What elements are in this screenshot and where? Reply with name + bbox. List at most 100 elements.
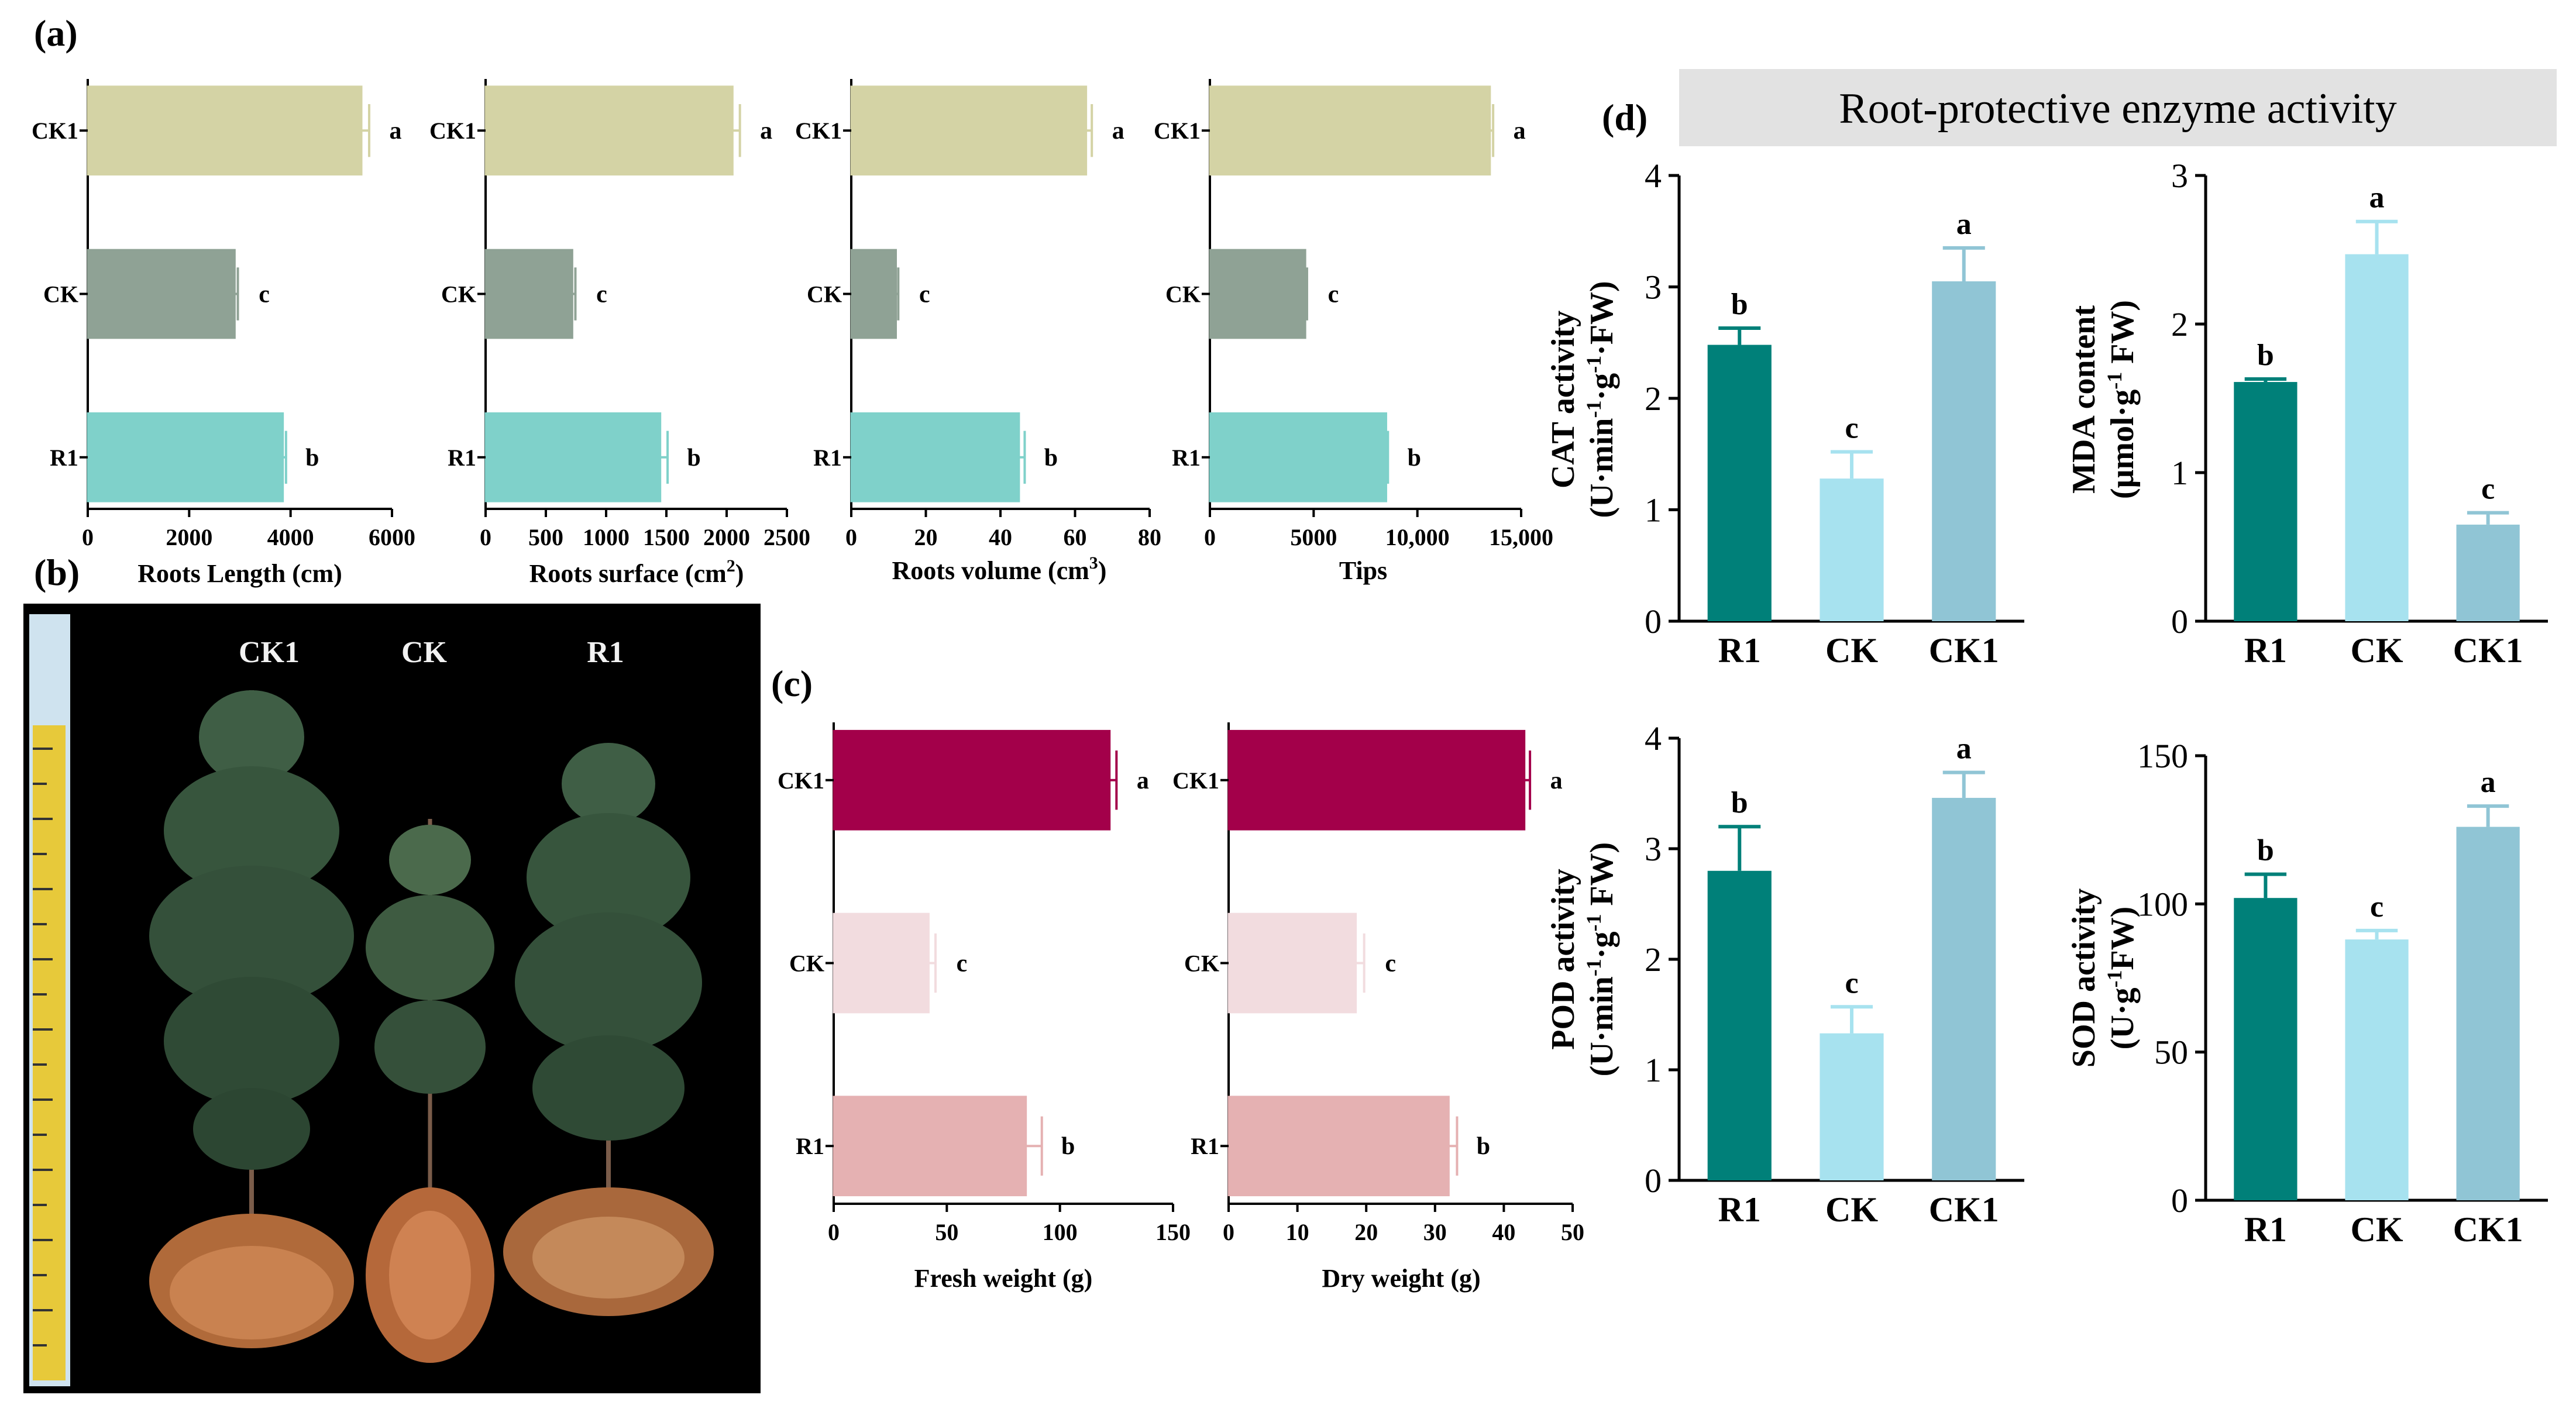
chart-fresh_weight: CK1 a CK c R1 b 0 50 100 150 Fresh weight (g) xyxy=(778,722,1191,1293)
x-tick-label: 1000 xyxy=(583,524,630,550)
y-tick-label: 50 xyxy=(2154,1034,2188,1072)
chart-tips: CK1 a CK c R1 b 0 5000 10,000 15,000 Tips xyxy=(1154,79,1553,585)
category-label: CK1 xyxy=(2453,1210,2523,1249)
y-tick-label: 4 xyxy=(1645,157,1662,195)
significance-letter: a xyxy=(1514,118,1526,144)
photo-label-r1: R1 xyxy=(587,636,624,669)
category-label: R1 xyxy=(1718,631,1761,670)
significance-letter: c xyxy=(957,950,968,977)
significance-letter: a xyxy=(2481,766,2496,799)
category-label: CK1 xyxy=(1154,118,1201,144)
significance-letter: a xyxy=(390,118,402,144)
bar-r1 xyxy=(850,412,1020,502)
x-tick-label: 0 xyxy=(1204,524,1216,550)
x-tick-label: 30 xyxy=(1423,1219,1447,1245)
chart-dry_weight: CK1 a CK c R1 b 0 10 20 30 40 50 Dry weight (g) xyxy=(1172,722,1584,1293)
y-tick-label: 3 xyxy=(1645,830,1662,868)
bar-ck1 xyxy=(484,85,734,176)
chart-mda: 0 1 2 3 b R1 a CK c CK1 MDA content(μmol·g-1 FW) xyxy=(2066,157,2548,670)
x-tick-label: 10,000 xyxy=(1385,524,1450,550)
plant-photo: CK1 CK R1 xyxy=(23,604,761,1393)
significance-letter: a xyxy=(1956,208,1972,241)
bar-ck1 xyxy=(850,85,1088,176)
x-axis-label: Roots volume (cm3) xyxy=(892,553,1107,585)
photo-label-ck: CK xyxy=(401,636,448,669)
category-label: CK xyxy=(789,950,824,977)
x-tick-label: 40 xyxy=(1492,1219,1515,1245)
x-tick-label: 0 xyxy=(828,1219,840,1245)
x-tick-label: 500 xyxy=(528,524,563,550)
bar-r1 xyxy=(1209,412,1387,502)
category-label: CK xyxy=(1825,631,1878,670)
significance-letter: a xyxy=(1137,767,1149,794)
significance-letter: b xyxy=(687,445,700,471)
bar-ck1 xyxy=(833,729,1111,831)
chart-roots_volume: CK1 a CK c R1 b 0 20 40 60 80 Roots volume (cm3) xyxy=(795,79,1161,585)
y-tick-label: 0 xyxy=(1645,602,1662,640)
x-tick-label: 50 xyxy=(1561,1219,1584,1245)
y-tick-label: 100 xyxy=(2137,885,2188,923)
bar-ck xyxy=(833,912,930,1014)
category-label: R1 xyxy=(2244,631,2287,670)
bar-r1 xyxy=(87,412,284,502)
x-tick-label: 5000 xyxy=(1290,524,1337,550)
y-tick-label: 1 xyxy=(1645,1051,1662,1089)
bar-ck xyxy=(850,249,897,339)
significance-letter: c xyxy=(259,281,270,308)
x-tick-label: 15,000 xyxy=(1489,524,1553,550)
x-tick-label: 1500 xyxy=(643,524,690,550)
x-tick-label: 6000 xyxy=(369,524,415,550)
category-label: CK xyxy=(441,281,476,308)
y-tick-label: 150 xyxy=(2137,737,2188,775)
x-axis-label: Roots surface (cm2) xyxy=(529,556,744,588)
significance-letter: b xyxy=(1061,1133,1075,1160)
significance-letter: c xyxy=(1328,281,1339,308)
significance-letter: b xyxy=(1731,786,1748,819)
y-tick-label: 1 xyxy=(1645,491,1662,529)
significance-letter: c xyxy=(596,281,607,308)
y-tick-label: 4 xyxy=(1645,719,1662,757)
panel-label-b: (b) xyxy=(34,552,80,593)
plant-ck-image xyxy=(366,819,494,1363)
chart-pod: 0 1 2 3 4 b R1 c CK a CK1 POD activity(U·min-1·g-1 … xyxy=(1545,719,2024,1229)
category-label: CK1 xyxy=(795,118,842,144)
enzyme-banner xyxy=(1679,69,2557,146)
x-tick-label: 40 xyxy=(989,524,1012,550)
x-tick-label: 20 xyxy=(914,524,938,550)
bar-ck1 xyxy=(1932,798,1996,1180)
x-tick-label: 2500 xyxy=(763,524,810,550)
y-tick-label: 0 xyxy=(2171,602,2188,640)
y-tick-label: 2 xyxy=(1645,380,1662,418)
x-tick-label: 50 xyxy=(935,1219,958,1245)
category-label: R1 xyxy=(2244,1210,2287,1249)
bar-ck xyxy=(1227,912,1357,1014)
bar-ck xyxy=(2345,254,2409,621)
significance-letter: a xyxy=(1112,118,1124,144)
significance-letter: b xyxy=(1731,288,1748,321)
x-tick-label: 100 xyxy=(1043,1219,1078,1245)
x-tick-label: 0 xyxy=(845,524,857,550)
x-axis-label: Tips xyxy=(1339,556,1387,585)
y-tick-label: 0 xyxy=(1645,1162,1662,1200)
significance-letter: c xyxy=(1385,950,1396,977)
y-tick-label: 2 xyxy=(1645,941,1662,979)
category-label: CK1 xyxy=(1172,767,1219,794)
significance-letter: a xyxy=(1956,732,1972,766)
significance-letter: c xyxy=(2481,473,2495,506)
x-tick-label: 80 xyxy=(1138,524,1161,550)
bar-ck1 xyxy=(1227,729,1526,831)
y-axis-label: CAT activity(U·min-1·g-1·FW) xyxy=(1545,281,1620,518)
chart-sod: 0 50 100 150 b R1 c CK a CK1 SOD activity(U·g-1FW) xyxy=(2066,737,2548,1249)
panel-label-d: (d) xyxy=(1602,97,1648,138)
panel-label-a: (a) xyxy=(34,12,78,54)
significance-letter: c xyxy=(2370,890,2384,924)
category-label: R1 xyxy=(50,445,78,471)
y-axis-label: SOD activity(U·g-1FW) xyxy=(2066,888,2141,1067)
bar-r1 xyxy=(2234,898,2298,1200)
category-label: R1 xyxy=(448,445,476,471)
enzyme-banner-title: Root-protective enzyme activity xyxy=(1839,85,2396,133)
category-label: CK1 xyxy=(1929,1190,1999,1229)
x-tick-label: 10 xyxy=(1286,1219,1309,1245)
